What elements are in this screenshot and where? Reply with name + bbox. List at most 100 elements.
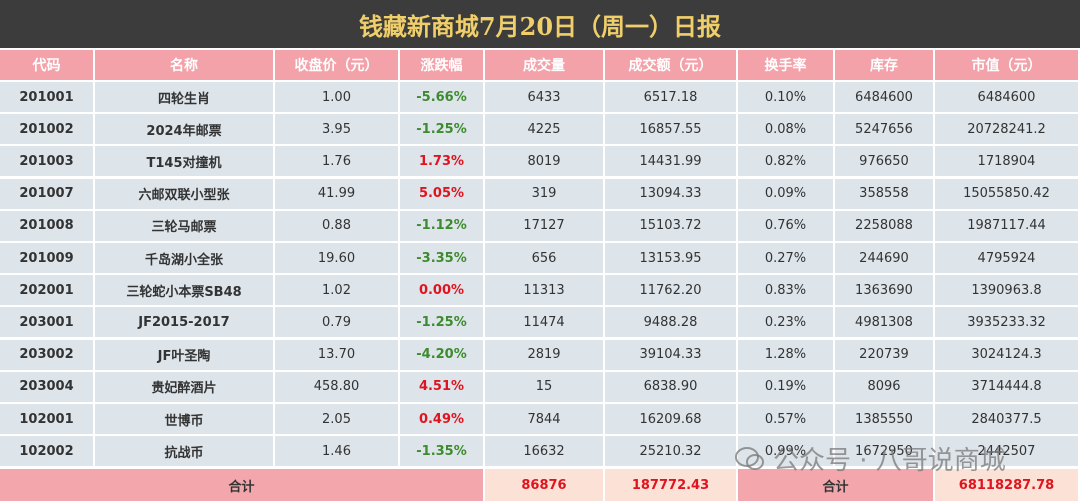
table-cell: 102001	[0, 404, 93, 434]
table-cell: 3714444.8	[935, 371, 1078, 402]
table-cell: 20728241.2	[935, 114, 1078, 145]
table-cell: 13153.95	[605, 243, 736, 273]
table-cell: 220739	[835, 339, 933, 370]
table-cell: 201007	[0, 178, 93, 209]
watermark-text: 公众号 · 八哥说商城	[773, 445, 1006, 476]
table-cell: 1.02	[275, 275, 398, 306]
table-cell: 5247656	[835, 114, 933, 145]
table-cell: 6517.18	[605, 82, 736, 112]
table-cell: 三轮马邮票	[95, 210, 273, 241]
table-cell: 0.08%	[738, 114, 833, 145]
table-cell: 2.05	[275, 404, 398, 434]
table-cell: 0.57%	[738, 404, 833, 434]
table-cell: 0.79	[275, 307, 398, 338]
table-cell: -1.35%	[400, 436, 483, 467]
table-cell: 244690	[835, 243, 933, 273]
table-cell: -1.25%	[400, 114, 483, 145]
table-cell: 13.70	[275, 339, 398, 370]
table-cell: 4225	[485, 114, 603, 145]
table-cell: 1672950	[835, 436, 933, 467]
table-cell: 1987117.44	[935, 210, 1078, 241]
table-cell: 1363690	[835, 275, 933, 306]
table-cell: 0.23%	[738, 307, 833, 338]
table-cell: 11313	[485, 275, 603, 306]
table-cell: 世博币	[95, 404, 273, 434]
table-cell: 19.60	[275, 243, 398, 273]
table-cell: 0.27%	[738, 243, 833, 273]
table-cell: 201002	[0, 114, 93, 145]
header-cell: 代码	[0, 50, 93, 80]
table-cell: 16632	[485, 436, 603, 467]
table-cell: 39104.33	[605, 339, 736, 370]
table-cell: 0.00%	[400, 275, 483, 306]
table-cell: 319	[485, 178, 603, 209]
table-cell: 1718904	[935, 146, 1078, 177]
footer-label: 合计	[738, 469, 933, 501]
header-cell: 成交量	[485, 50, 603, 80]
table-cell: 2840377.5	[935, 404, 1078, 434]
table-cell: 14431.99	[605, 146, 736, 177]
table-cell: 2024年邮票	[95, 114, 273, 145]
title: 钱藏新商城7月20日（周一）日报	[0, 0, 1080, 48]
table-cell: 4795924	[935, 243, 1078, 273]
table-cell: JF叶圣陶	[95, 339, 273, 370]
table-cell: 9488.28	[605, 307, 736, 338]
table-cell: 656	[485, 243, 603, 273]
table-cell: 203004	[0, 371, 93, 402]
table-cell: 15	[485, 371, 603, 402]
header-cell: 收盘价（元）	[275, 50, 398, 80]
table-cell: 0.10%	[738, 82, 833, 112]
footer-volume: 86876	[485, 469, 603, 501]
table-cell: 0.99%	[738, 436, 833, 467]
table-cell: 203002	[0, 339, 93, 370]
footer-market-value: 68118287.78	[935, 469, 1078, 501]
table-cell: 3.95	[275, 114, 398, 145]
table-cell: 三轮蛇小本票SB48	[95, 275, 273, 306]
table-cell: 201001	[0, 82, 93, 112]
table-cell: 2819	[485, 339, 603, 370]
table-cell: 千岛湖小全张	[95, 243, 273, 273]
header-cell: 成交额（元）	[605, 50, 736, 80]
table-cell: 11762.20	[605, 275, 736, 306]
table-cell: 6484600	[835, 82, 933, 112]
header-cell: 库存	[835, 50, 933, 80]
table-cell: -1.25%	[400, 307, 483, 338]
table-cell: 0.83%	[738, 275, 833, 306]
table-cell: 0.76%	[738, 210, 833, 241]
table-cell: 0.09%	[738, 178, 833, 209]
table-cell: 16209.68	[605, 404, 736, 434]
table-cell: 7844	[485, 404, 603, 434]
table-cell: 201009	[0, 243, 93, 273]
table-cell: 102002	[0, 436, 93, 467]
table-cell: 1.46	[275, 436, 398, 467]
table-cell: 13094.33	[605, 178, 736, 209]
header-cell: 涨跌幅	[400, 50, 483, 80]
table-cell: 四轮生肖	[95, 82, 273, 112]
table-cell: 0.49%	[400, 404, 483, 434]
table-cell: 15103.72	[605, 210, 736, 241]
table-cell: -1.12%	[400, 210, 483, 241]
wechat-icon	[735, 447, 764, 470]
footer-amount: 187772.43	[605, 469, 736, 501]
table-cell: 0.88	[275, 210, 398, 241]
table-cell: 201003	[0, 146, 93, 177]
table-cell: 3024124.3	[935, 339, 1078, 370]
table-cell: -4.20%	[400, 339, 483, 370]
table-cell: 0.82%	[738, 146, 833, 177]
table-cell: 15055850.42	[935, 178, 1078, 209]
table-cell: 2442507	[935, 436, 1078, 467]
table-cell: JF2015-2017	[95, 307, 273, 338]
table-cell: 8096	[835, 371, 933, 402]
header-cell: 市值（元）	[935, 50, 1078, 80]
table-cell: 4.51%	[400, 371, 483, 402]
table-cell: 1.73%	[400, 146, 483, 177]
watermark: 公众号 · 八哥说商城	[735, 440, 1006, 476]
table-cell: 5.05%	[400, 178, 483, 209]
table-cell: 358558	[835, 178, 933, 209]
table-cell: 六邮双联小型张	[95, 178, 273, 209]
table-cell: 2258088	[835, 210, 933, 241]
table-cell: -5.66%	[400, 82, 483, 112]
table-cell: 1385550	[835, 404, 933, 434]
table-cell: 1390963.8	[935, 275, 1078, 306]
